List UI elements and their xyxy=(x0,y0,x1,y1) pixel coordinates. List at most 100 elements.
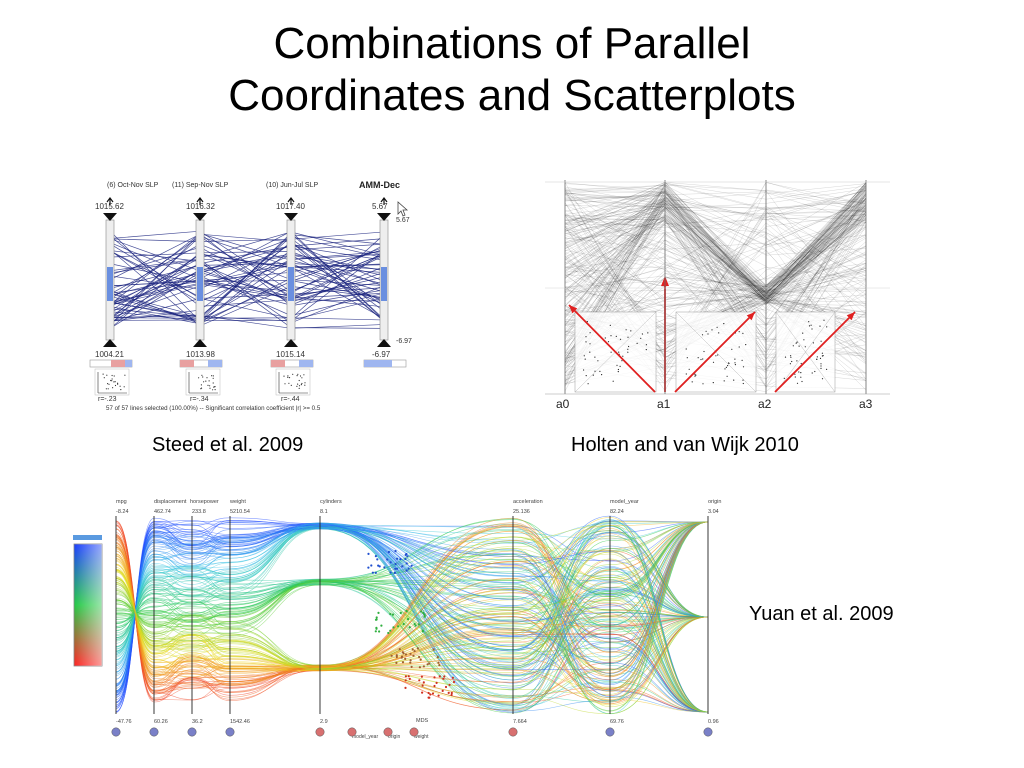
yuan-mds-point xyxy=(380,624,383,627)
yuan-axis-top: 3.04 xyxy=(708,509,719,515)
steed-bottom-handle[interactable] xyxy=(103,339,117,347)
steed-scatter-point xyxy=(209,385,211,387)
holten-polyline xyxy=(564,204,867,312)
holten-polyline xyxy=(564,189,867,255)
holten-polyline xyxy=(564,188,867,342)
steed-polyline xyxy=(109,246,385,297)
holten-polyline xyxy=(564,206,867,293)
holten-polyline xyxy=(564,184,867,325)
steed-scatter-point xyxy=(110,379,112,382)
holten-polyline xyxy=(564,206,867,297)
steed-top-handle[interactable] xyxy=(284,213,298,221)
axis-handle-button[interactable] xyxy=(347,727,357,737)
steed-scatter-point xyxy=(202,376,204,378)
steed-top-handle[interactable] xyxy=(377,213,391,221)
steed-polyline xyxy=(109,250,385,329)
steed-scatter-point xyxy=(111,380,113,382)
yuan-mds-point xyxy=(405,562,408,565)
axis-handle-button[interactable] xyxy=(149,727,159,737)
yuan-mds-point xyxy=(395,661,398,664)
holten-scatter-point xyxy=(647,332,649,334)
holten-polyline xyxy=(564,289,867,327)
axis-handle-button[interactable] xyxy=(225,727,235,737)
steed-scatter-frame xyxy=(185,368,221,396)
steed-scatter-point xyxy=(212,375,214,377)
axis-handle-button[interactable] xyxy=(703,727,713,737)
caption-steed: Steed et al. 2009 xyxy=(152,434,304,456)
steed-selection[interactable] xyxy=(381,267,387,301)
yuan-mds-point xyxy=(375,616,378,619)
steed-polyline xyxy=(109,250,385,303)
yuan-bottom-label: weight xyxy=(414,734,429,740)
holten-polyline xyxy=(564,199,867,325)
holten-scatter-point xyxy=(599,370,601,372)
holten-polyline xyxy=(564,197,867,385)
holten-polyline xyxy=(564,210,867,389)
yuan-mds-point xyxy=(421,630,424,633)
holten-scatter-point xyxy=(711,329,713,331)
yuan-mds-point xyxy=(441,689,444,692)
axis-handle-button[interactable] xyxy=(605,727,615,737)
axis-handle-button[interactable] xyxy=(187,727,197,737)
axis-handle-button[interactable] xyxy=(409,727,419,737)
holten-polyline xyxy=(564,205,867,360)
steed-scatter-point xyxy=(113,381,115,383)
yuan-mds-point xyxy=(428,662,431,665)
yuan-mds-point xyxy=(429,693,432,696)
steed-polyline xyxy=(109,253,385,319)
color-legend[interactable] xyxy=(73,535,103,667)
yuan-mds-point xyxy=(374,618,378,621)
steed-selection[interactable] xyxy=(197,267,203,301)
yuan-mds-point xyxy=(370,564,373,567)
steed-scatter-point xyxy=(106,374,108,376)
yuan-figure: mpg displacement horsepower weight cylin… xyxy=(70,492,730,742)
holten-polyline xyxy=(564,209,867,286)
holten-polyline xyxy=(564,189,867,295)
steed-axis-top-value: 1016.32 xyxy=(186,202,215,211)
axis-handle-button[interactable] xyxy=(383,727,393,737)
holten-scatter-point xyxy=(610,351,612,353)
yuan-mds-point xyxy=(417,623,420,626)
holten-parallel-coords: a0 a1 a2 a3 xyxy=(545,180,890,411)
steed-bottom-handle[interactable] xyxy=(193,339,207,347)
yuan-mds-label: MDS xyxy=(416,718,429,724)
steed-scatter-point xyxy=(203,381,205,383)
yuan-axis-name: origin xyxy=(708,499,721,505)
steed-scatter-point xyxy=(298,385,301,387)
axis-handle-button[interactable] xyxy=(508,727,518,737)
holten-polyline xyxy=(564,202,867,298)
holten-polyline xyxy=(564,193,867,354)
holten-polyline xyxy=(564,193,867,297)
holten-polyline xyxy=(564,258,867,330)
arrow-up-icon xyxy=(106,197,114,205)
steed-selection[interactable] xyxy=(288,267,294,301)
steed-selection[interactable] xyxy=(107,267,113,301)
steed-scatter-point xyxy=(123,386,125,388)
holten-scatter-point xyxy=(702,383,704,385)
yuan-polyline xyxy=(115,525,709,713)
holten-scatter-point xyxy=(822,355,824,357)
steed-top-handle[interactable] xyxy=(193,213,207,221)
steed-scatter-point xyxy=(117,383,119,385)
steed-polyline xyxy=(109,238,385,307)
axis-handle-button[interactable] xyxy=(315,727,325,737)
steed-top-handle[interactable] xyxy=(103,213,117,221)
title-line-2: Coordinates and Scatterplots xyxy=(228,71,796,120)
axis-handle-button[interactable] xyxy=(111,727,121,737)
holten-polyline xyxy=(564,194,867,300)
steed-axis-name: (10) Jun-Jul SLP xyxy=(266,182,318,189)
holten-scatter-point xyxy=(783,377,785,379)
steed-scatter-point xyxy=(201,374,203,376)
steed-bottom-handle[interactable] xyxy=(377,339,391,347)
holten-scatter-point xyxy=(820,365,822,367)
yuan-mds-point xyxy=(432,648,435,651)
holten-scatter-point xyxy=(738,346,740,348)
yuan-axis-bottom: 60.26 xyxy=(154,719,168,725)
steed-polyline xyxy=(109,266,385,306)
holten-polyline xyxy=(564,233,867,330)
holten-polyline xyxy=(564,203,867,295)
holten-polyline xyxy=(564,192,867,316)
yuan-axis-top: 5210.54 xyxy=(230,509,250,515)
steed-scatter-point xyxy=(212,377,214,379)
steed-bottom-handle[interactable] xyxy=(284,339,298,347)
